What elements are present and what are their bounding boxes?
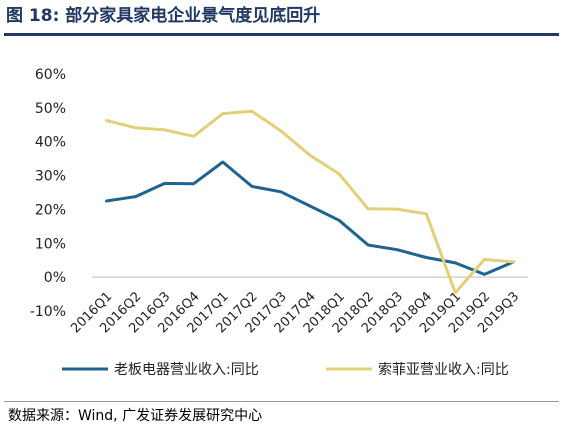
x-axis-ticks: 2016Q12016Q22016Q32016Q42017Q12017Q22017… xyxy=(68,289,522,336)
series-line-1 xyxy=(105,160,515,276)
y-tick-label: 60% xyxy=(35,67,66,83)
legend-label: 老板电器营业收入:同比 xyxy=(114,362,259,378)
figure-title: 图 18: 部分家具家电企业景气度见底回升 xyxy=(6,6,321,26)
y-tick-label: 50% xyxy=(35,101,66,117)
y-tick-label: 10% xyxy=(35,236,66,252)
series-line-2 xyxy=(105,109,515,295)
y-tick-label: 20% xyxy=(35,202,66,218)
line-chart: 60% 50% 40% 30% 20% 10% 0% -10% 2016Q12016Q2201… xyxy=(30,67,528,378)
series-lines xyxy=(105,109,515,295)
y-tick-label: 30% xyxy=(35,169,66,185)
y-tick-label: -10% xyxy=(30,304,66,320)
legend: 老板电器营业收入:同比 索菲亚营业收入:同比 xyxy=(62,361,509,378)
title-divider xyxy=(4,33,559,36)
y-tick-label: 0% xyxy=(44,270,66,286)
source-divider xyxy=(4,401,559,402)
y-tick-label: 40% xyxy=(35,135,66,151)
legend-label: 索菲亚营业收入:同比 xyxy=(378,361,509,378)
y-axis-ticks: 60% 50% 40% 30% 20% 10% 0% -10% xyxy=(30,67,66,320)
source-note: 数据来源：Wind, 广发证券发展研究中心 xyxy=(8,408,263,424)
